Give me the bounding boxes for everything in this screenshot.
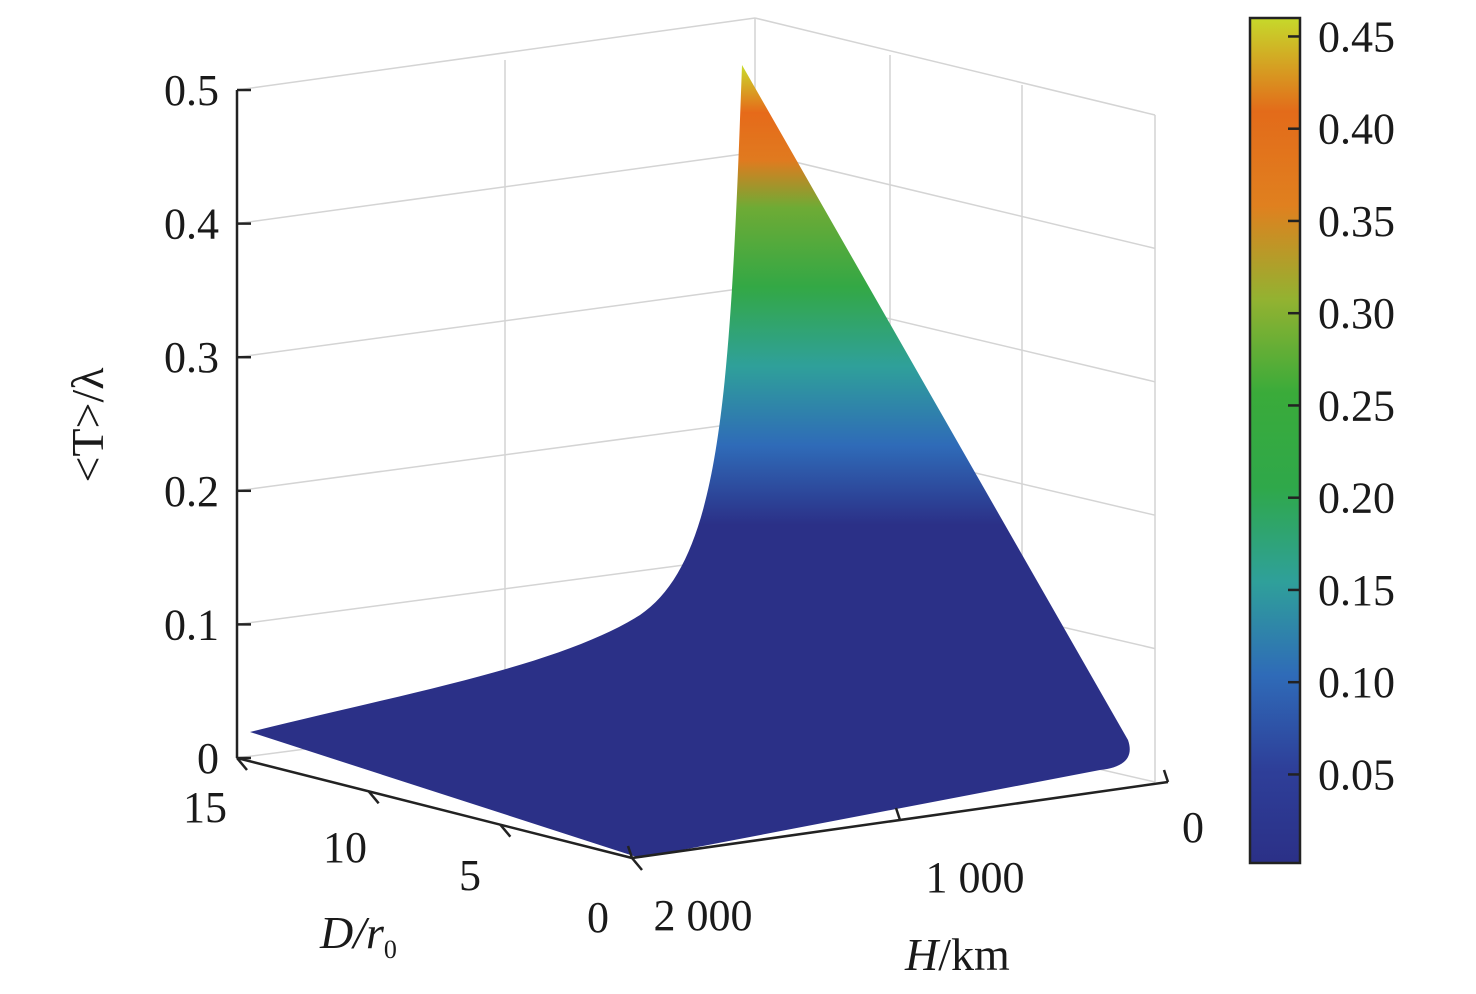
h-axis-title: H/km <box>904 929 1010 980</box>
colorbar-tick-label: 0.40 <box>1318 105 1395 154</box>
surface-shape <box>250 65 1130 858</box>
z-tick-label: 0.5 <box>164 66 219 115</box>
axes <box>235 88 1170 871</box>
d-tick-label: 10 <box>323 823 367 872</box>
d-tick-label: 15 <box>183 783 227 832</box>
colorbar-ticks: 0.05 0.10 0.15 0.20 0.25 0.30 0.35 0.40 0.45 <box>1288 12 1395 799</box>
d-tick-mark <box>367 790 380 805</box>
gridline-left-wall <box>236 17 756 91</box>
d-axis-title-main: D/r <box>319 907 385 958</box>
gridline-right-wall <box>754 17 1156 116</box>
z-tick-label: 0 <box>197 734 219 783</box>
gridline-left-wall <box>236 420 756 492</box>
d-axis-title-sub: 0 <box>384 935 397 964</box>
d-axis-line <box>236 756 633 860</box>
d-tick-label: 0 <box>587 893 609 942</box>
colorbar-tick-label: 0.45 <box>1318 12 1395 61</box>
d-tick-mark <box>631 857 643 871</box>
colorbar-tick-label: 0.30 <box>1318 289 1395 338</box>
d-tick-label: 5 <box>459 851 481 900</box>
gridline-right-wall <box>754 151 1156 250</box>
colorbar-tick-label: 0.05 <box>1318 750 1395 799</box>
z-tick-label: 0.4 <box>164 200 219 249</box>
colorbar <box>1248 16 1302 865</box>
h-tick-mark <box>626 845 634 859</box>
h-axis-title-unit: /km <box>938 929 1010 980</box>
h-tick-label: 1 000 <box>926 853 1025 902</box>
z-axis-title: <T>/λ <box>62 367 113 483</box>
colorbar-tick-label: 0.15 <box>1318 566 1395 615</box>
h-tick-label: 2 000 <box>654 891 753 940</box>
d-axis-title: D/r0 <box>319 907 397 964</box>
d-tick-mark <box>499 823 512 838</box>
gridline-left-wall <box>236 286 756 358</box>
z-tick-label: 0.2 <box>164 467 219 516</box>
colorbar-tick-label: 0.20 <box>1318 474 1395 523</box>
z-tick-label: 0.1 <box>164 600 219 649</box>
h-tick-label: 0 <box>1182 803 1204 852</box>
colorbar-tick-label: 0.25 <box>1318 381 1395 430</box>
colorbar-tick-label: 0.10 <box>1318 658 1395 707</box>
colorbar-tick-label: 0.35 <box>1318 197 1395 246</box>
z-tick-label: 0.3 <box>164 333 219 382</box>
axis-labels: 0 0.1 0.2 0.3 0.4 0.5 15 10 5 0 0 1 000 2 000 <T>/λ D/… <box>62 66 1204 980</box>
gridline-left-wall <box>236 554 756 626</box>
h-tick-mark <box>1162 769 1170 783</box>
h-axis-title-main: H <box>904 929 941 980</box>
gridline-left-wall <box>236 151 756 225</box>
h-tick-mark <box>894 807 902 821</box>
d-tick-mark <box>236 757 248 771</box>
